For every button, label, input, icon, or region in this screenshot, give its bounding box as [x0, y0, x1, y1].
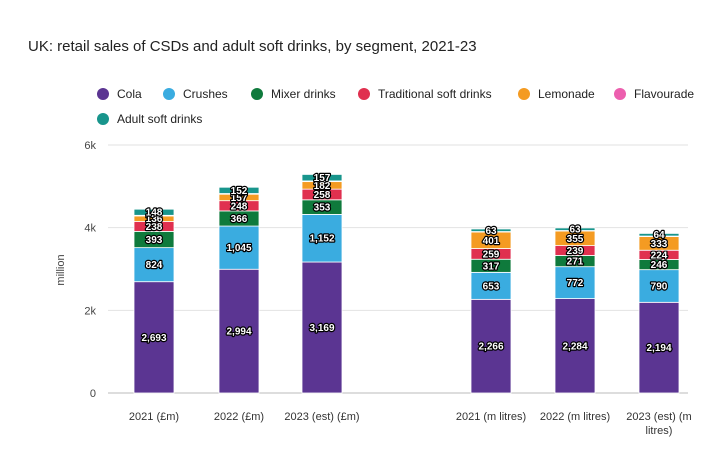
- legend-swatch: [614, 88, 626, 100]
- x-category-label: 2021 (£m): [129, 411, 179, 423]
- x-category-label: 2022 (£m): [214, 411, 264, 423]
- bar-segment: [638, 269, 680, 303]
- bar-segment: [301, 174, 343, 182]
- data-label: 824: [146, 260, 163, 271]
- legend-label: Lemonade: [538, 87, 595, 101]
- legend-item-cola[interactable]: Cola: [97, 87, 142, 101]
- data-label: 2,284: [562, 341, 587, 352]
- y-axis-title: million: [55, 254, 67, 285]
- x-category-label-line: litres): [646, 425, 673, 437]
- x-category-label-line: 2023 (est) (m: [626, 411, 691, 423]
- data-label: 246: [651, 260, 668, 271]
- data-label: 3,169: [309, 323, 334, 334]
- legend-item-mixer-drinks[interactable]: Mixer drinks: [251, 87, 336, 101]
- legend-swatch: [518, 88, 530, 100]
- bar-segment: [638, 301, 680, 394]
- data-label: 355: [567, 234, 584, 245]
- legend-item-adult-soft-drinks[interactable]: Adult soft drinks: [97, 112, 202, 126]
- bar-segment: [638, 233, 680, 237]
- data-label: 2,994: [226, 327, 251, 338]
- data-label: 2,693: [141, 333, 166, 344]
- data-label: 157: [314, 173, 331, 184]
- data-label: 1,152: [309, 234, 334, 245]
- legend-item-flavourade[interactable]: Flavourade: [614, 87, 694, 101]
- data-label: 393: [146, 235, 163, 246]
- bar-segment: [301, 261, 343, 394]
- bar-segment: [554, 266, 596, 299]
- data-label: 136: [146, 214, 163, 225]
- bar-segment: [133, 281, 175, 394]
- chart-legend: Cola Crushes Mixer drinks Traditional soft …: [0, 0, 716, 130]
- x-category-label: 2022 (m litres): [540, 411, 610, 423]
- legend-swatch: [97, 88, 109, 100]
- data-label: 157: [231, 193, 248, 204]
- chart-title: UK: retail sales of CSDs and adult soft …: [28, 38, 477, 55]
- data-label: 182: [314, 181, 331, 192]
- data-label: 653: [483, 281, 500, 292]
- data-label: 772: [567, 278, 584, 289]
- data-label: 317: [483, 261, 500, 272]
- bar-segment: [218, 225, 260, 270]
- legend-item-lemonade[interactable]: Lemonade: [518, 87, 595, 101]
- data-label: 2,194: [646, 343, 671, 354]
- data-label: 790: [651, 281, 668, 292]
- data-label: 238: [146, 222, 163, 233]
- data-label: 248: [231, 201, 248, 212]
- bar-segment: [554, 227, 596, 231]
- data-label: 63: [485, 226, 497, 237]
- data-label: 258: [314, 190, 331, 201]
- legend-item-crushes[interactable]: Crushes: [163, 87, 228, 101]
- data-label: 353: [314, 203, 331, 214]
- data-label: 224: [651, 250, 668, 261]
- bar-segment: [218, 186, 260, 194]
- x-category-label-line: 2022 (m litres): [540, 411, 610, 423]
- data-label: 152: [231, 186, 248, 197]
- legend-swatch: [251, 88, 263, 100]
- legend-label: Mixer drinks: [271, 87, 336, 101]
- bar-segment: [133, 208, 175, 216]
- bar-segment: [470, 228, 512, 232]
- y-tick-label: 2k: [84, 305, 96, 317]
- x-category-label-line: 2021 (m litres): [456, 411, 526, 423]
- x-category-label: 2021 (m litres): [456, 411, 526, 423]
- legend-label: Cola: [117, 87, 142, 101]
- legend-swatch: [358, 88, 370, 100]
- data-label: 366: [231, 214, 248, 225]
- bar-segment: [470, 298, 512, 394]
- legend-label: Crushes: [183, 87, 228, 101]
- legend-swatch: [163, 88, 175, 100]
- data-label: 259: [483, 249, 500, 260]
- data-label: 271: [567, 257, 584, 268]
- data-label: 2,266: [478, 342, 503, 353]
- legend-label: Traditional soft drinks: [378, 87, 492, 101]
- legend-label: Flavourade: [634, 87, 695, 101]
- bar-segment: [218, 268, 260, 394]
- x-category-label: 2023 (est) (m litres): [626, 411, 691, 437]
- data-label: 401: [483, 236, 500, 247]
- data-label: 148: [146, 208, 163, 219]
- x-category-label: 2023 (est) (£m): [284, 411, 359, 423]
- data-label: 64: [653, 230, 665, 241]
- y-tick-label: 0: [90, 388, 96, 400]
- legend-label: Adult soft drinks: [117, 112, 203, 126]
- x-category-label-line: 2021 (£m): [129, 411, 179, 423]
- bar-segment: [133, 247, 175, 283]
- bar-segment: [470, 271, 512, 300]
- y-tick-label: 6k: [84, 140, 96, 152]
- data-label: 239: [567, 246, 584, 257]
- x-category-label-line: 2022 (£m): [214, 411, 264, 423]
- legend-item-traditional-soft-drinks[interactable]: Traditional soft drinks: [358, 87, 492, 101]
- data-label: 63: [569, 225, 581, 236]
- legend-swatch: [97, 113, 109, 125]
- x-category-label-line: 2023 (est) (£m): [284, 411, 359, 423]
- y-tick-label: 4k: [84, 223, 96, 235]
- data-label: 333: [651, 239, 668, 250]
- data-label: 1,045: [226, 243, 251, 254]
- bar-segment: [301, 213, 343, 263]
